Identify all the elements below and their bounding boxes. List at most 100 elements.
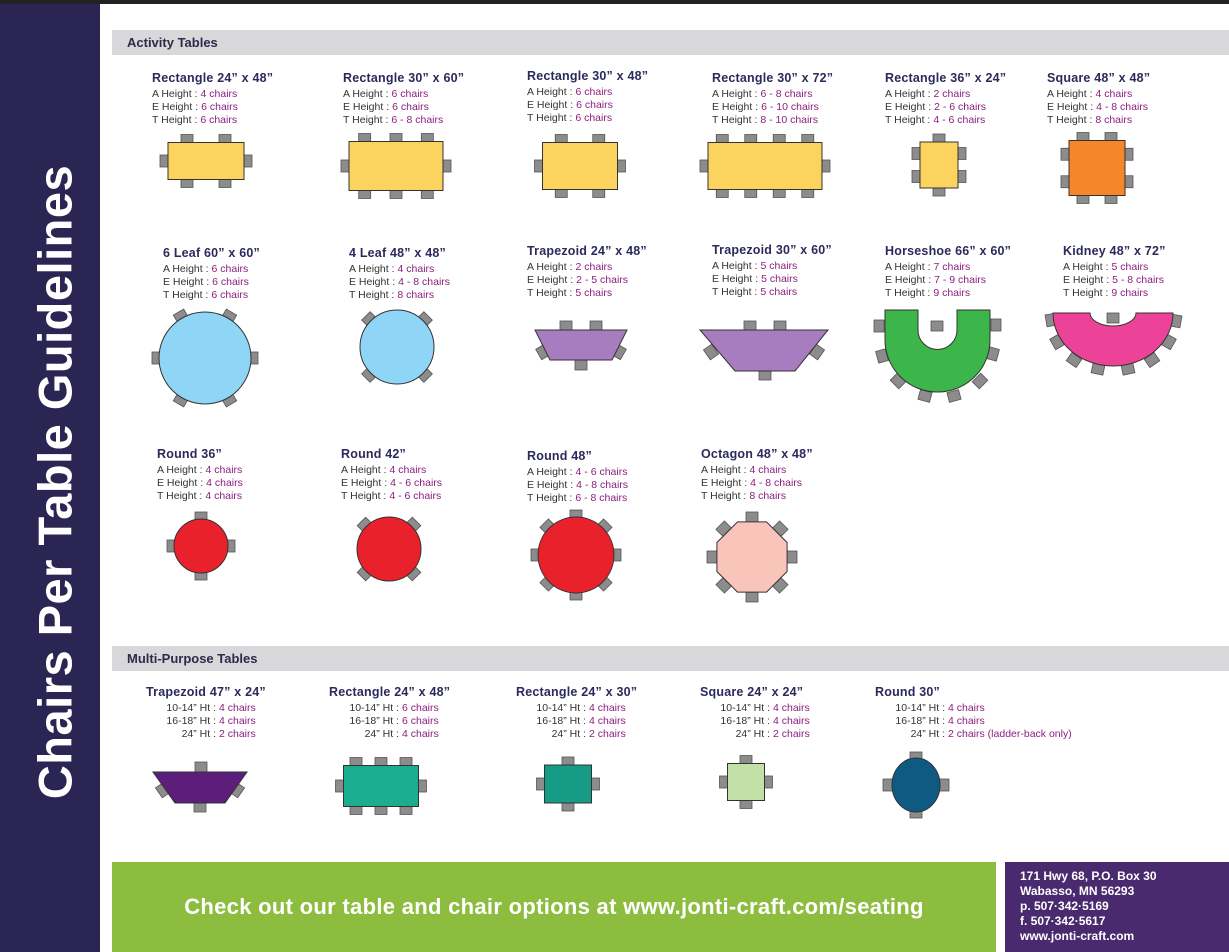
table-name: 6 Leaf 60” x 60” <box>163 246 261 260</box>
row-label: A Height : <box>885 261 931 273</box>
table-name: Kidney 48” x 72” <box>1063 244 1166 258</box>
row-value: 4 chairs <box>206 477 243 489</box>
row-label: 24” Ht : <box>181 728 216 740</box>
table-item: Rectangle 24” x 48” 10-14” Ht :6 chairs 16… <box>329 685 450 741</box>
chair-row: T Height :8 chairs <box>1047 114 1150 127</box>
row-value: 5 chairs <box>760 286 798 298</box>
chair-row: A Height :4 - 6 chairs <box>527 466 628 479</box>
row-label: 10-14” Ht : <box>536 702 586 714</box>
chair-row: E Height :4 - 8 chairs <box>701 477 813 490</box>
chair-row: A Height :4 chairs <box>152 88 273 101</box>
chair-row: A Height :4 chairs <box>1047 88 1150 101</box>
chair-row: E Height :2 - 6 chairs <box>885 101 1006 114</box>
chair-row: A Height :6 chairs <box>527 86 648 99</box>
row-value: 5 - 8 chairs <box>1112 274 1165 286</box>
row-value: 4 chairs <box>389 464 427 476</box>
row-value: 4 chairs <box>589 702 626 714</box>
table <box>698 329 830 372</box>
row-label: E Height : <box>163 276 210 288</box>
row-value: 2 chairs <box>933 88 971 100</box>
row-value: 8 chairs <box>749 490 787 502</box>
address-line: Wabasso, MN 56293 <box>1020 884 1135 898</box>
row-value: 6 chairs <box>402 715 439 727</box>
table <box>544 764 592 804</box>
address-line: f. 507·342·5617 <box>1020 914 1106 928</box>
row-value: 5 chairs <box>760 260 798 272</box>
row-value: 4 chairs <box>200 88 238 100</box>
chair-row: E Height :7 - 9 chairs <box>885 274 1011 287</box>
table <box>348 141 444 191</box>
table-item: Octagon 48” x 48” A Height :4 chairs E Hei… <box>701 447 813 503</box>
row-value: 9 chairs <box>933 287 971 299</box>
chair-row: T Height :5 chairs <box>712 286 832 299</box>
row-value: 4 chairs <box>205 464 243 476</box>
row-label: E Height : <box>1063 274 1110 286</box>
row-value: 4 chairs <box>749 464 787 476</box>
table-item: Round 42” A Height :4 chairs E Height :4 -… <box>341 447 442 503</box>
row-value: 8 chairs <box>397 289 435 301</box>
table <box>542 142 618 190</box>
chair <box>990 318 1002 332</box>
row-label: E Height : <box>712 273 759 285</box>
chair-row: 24” Ht :2 chairs <box>146 728 266 741</box>
chair-row: T Height :8 chairs <box>349 289 450 302</box>
chair-row: A Height :2 chairs <box>527 261 647 274</box>
row-label: T Height : <box>527 492 573 504</box>
row-value: 4 - 6 chairs <box>933 114 986 126</box>
table <box>727 763 765 801</box>
row-value: 6 chairs <box>391 88 429 100</box>
table-item: Horseshoe 66” x 60” A Height :7 chairs E H… <box>885 244 1011 300</box>
row-value: 4 - 8 chairs <box>576 479 629 491</box>
chair-row: A Height :4 chairs <box>157 464 243 477</box>
row-value: 6 chairs <box>211 289 249 301</box>
chair-row: A Height :7 chairs <box>885 261 1011 274</box>
row-value: 4 chairs <box>402 728 439 740</box>
table <box>152 771 248 804</box>
chair-row: 16-18” Ht :4 chairs <box>700 715 809 728</box>
table-item: 4 Leaf 48” x 48” A Height :4 chairs E Heig… <box>349 246 450 302</box>
chair-row: 16-18” Ht :4 chairs <box>875 715 1072 728</box>
table-item: Rectangle 30” x 60” A Height :6 chairs E H… <box>343 71 464 127</box>
row-label: E Height : <box>343 101 390 113</box>
table <box>884 309 991 393</box>
row-label: A Height : <box>527 466 573 478</box>
table-item: Rectangle 24” x 30” 10-14” Ht :4 chairs 16… <box>516 685 637 741</box>
chair-row: 10-14” Ht :4 chairs <box>146 702 266 715</box>
row-label: E Height : <box>712 101 759 113</box>
table-item: Rectangle 30” x 72” A Height :6 - 8 chair… <box>712 71 833 127</box>
chair-row: T Height :9 chairs <box>1063 287 1166 300</box>
row-label: A Height : <box>157 464 203 476</box>
row-value: 4 chairs <box>219 702 256 714</box>
chair-row: A Height :4 chairs <box>701 464 813 477</box>
chair-row: E Height :4 - 8 chairs <box>1047 101 1150 114</box>
section-bar: Multi-Purpose Tables <box>112 646 1229 671</box>
row-label: T Height : <box>343 114 389 126</box>
chair-row: T Height :8 chairs <box>701 490 813 503</box>
row-label: T Height : <box>1063 287 1109 299</box>
row-label: 10-14” Ht : <box>720 702 770 714</box>
table <box>716 521 788 593</box>
row-label: A Height : <box>349 263 395 275</box>
section-bar: Activity Tables <box>112 30 1229 55</box>
table <box>891 757 941 813</box>
row-value: 4 chairs <box>1095 88 1133 100</box>
row-label: A Height : <box>527 261 573 273</box>
row-label: 24” Ht : <box>735 728 770 740</box>
chair-row: E Height :4 chairs <box>157 477 243 490</box>
table-name: Round 48” <box>527 449 592 463</box>
row-label: T Height : <box>341 490 387 502</box>
chair-row: E Height :4 - 8 chairs <box>527 479 628 492</box>
chair-row: T Height :5 chairs <box>527 287 647 300</box>
table <box>919 141 959 189</box>
chair <box>745 591 759 603</box>
row-label: E Height : <box>1047 101 1094 113</box>
chair-row: T Height :6 - 8 chairs <box>527 492 628 505</box>
table <box>167 142 245 180</box>
row-label: T Height : <box>712 114 758 126</box>
chair-row: A Height :4 chairs <box>341 464 442 477</box>
chair-row: 16-18” Ht :6 chairs <box>329 715 450 728</box>
chair-row: E Height :6 - 10 chairs <box>712 101 833 114</box>
row-label: A Height : <box>712 88 758 100</box>
address-line: www.jonti-craft.com <box>1020 929 1135 943</box>
